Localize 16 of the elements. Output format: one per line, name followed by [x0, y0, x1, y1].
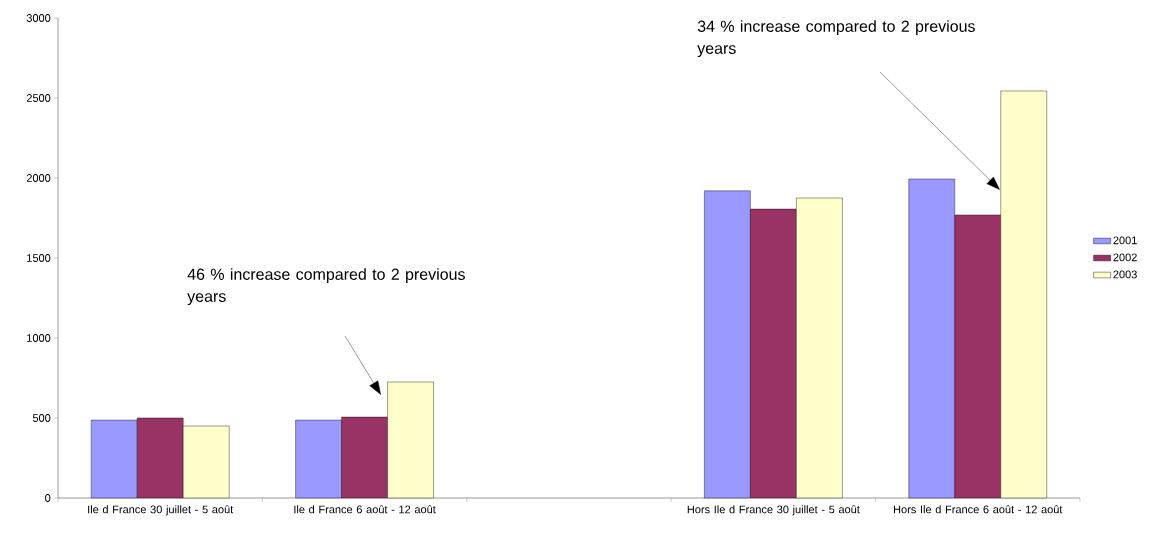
y-tick-label: 500 [32, 414, 51, 422]
y-tick-label: 3000 [26, 14, 51, 22]
x-tick-label: Hors Ile d France 6 août - 12 août [894, 505, 1063, 514]
legend-label: 2002 [1113, 253, 1137, 262]
y-tick-label: 1500 [27, 254, 51, 262]
y-tick-label: 2500 [26, 94, 51, 102]
y-tick-label: 1000 [27, 334, 51, 342]
x-tick-label: Hors Ile d France 30 juillet - 5 août [687, 505, 860, 516]
legend-label: 2001 [1113, 236, 1137, 245]
annotation: 34 % increase compared to 2 previous years [697, 20, 975, 58]
x-tick-label: Ile d France 6 août - 12 août [294, 505, 436, 514]
y-tick-label: 0 [45, 494, 51, 502]
x-tick-label: Ile d France 30 juillet - 5 août [88, 505, 234, 516]
annotation: 46 % increase compared to 2 previous years [187, 268, 465, 306]
legend-label: 2003 [1113, 270, 1137, 279]
y-tick-label: 2000 [26, 174, 51, 182]
